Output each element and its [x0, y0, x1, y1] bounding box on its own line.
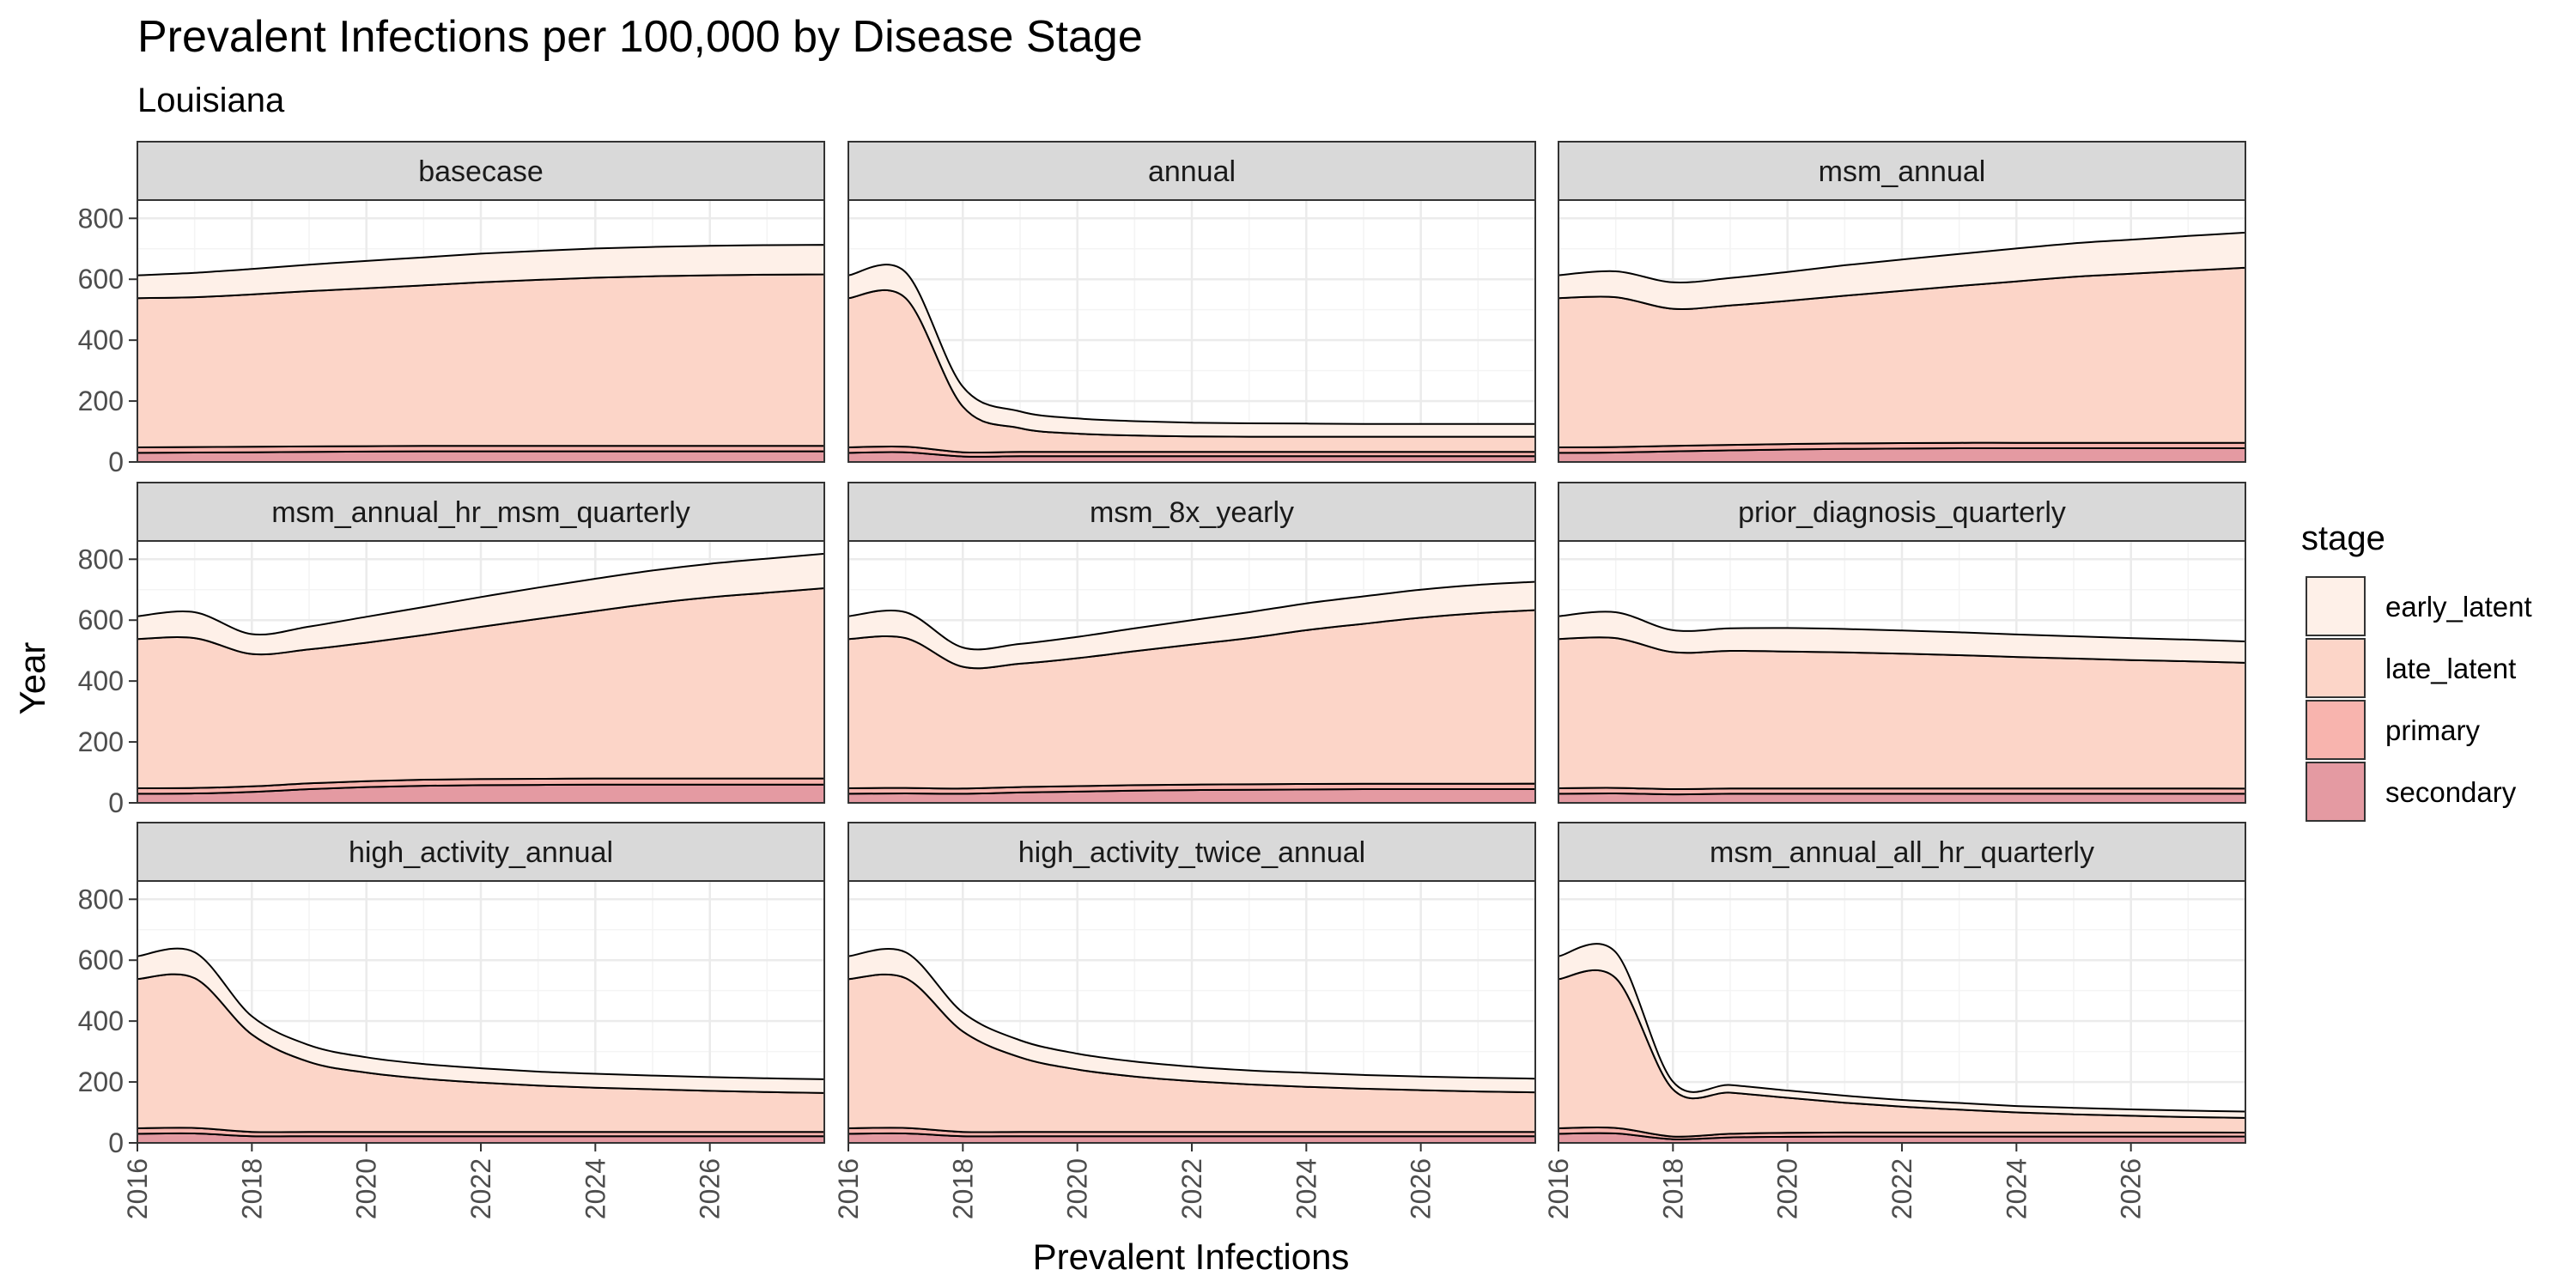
y-tick-label: 800	[78, 203, 124, 234]
chart-title: Prevalent Infections per 100,000 by Dise…	[137, 12, 1143, 62]
facet-panel: prior_diagnosis_quarterly	[1557, 482, 2246, 805]
facet-strip-label: msm_annual	[1819, 155, 1986, 188]
x-tick-label: 2016	[122, 1158, 153, 1219]
legend-key-late-latent	[2306, 638, 2366, 698]
facet-strip-label: high_activity_twice_annual	[1018, 836, 1365, 869]
facet-strip-label: basecase	[418, 155, 544, 188]
facet-panels: basecase annual msm_annual msm_annual_hr_ms…	[136, 141, 2246, 1145]
axes: 0 200 400 600 800 0 200 400 600 800 0 200 400 600 800 2…	[78, 203, 2147, 1219]
facet-panel: high_activity_twice_annual	[847, 822, 1536, 1145]
facet-strip-label: high_activity_annual	[349, 836, 613, 869]
x-tick-label: 2026	[2116, 1158, 2147, 1219]
y-tick-label: 0	[108, 787, 124, 818]
facet-strip-label: msm_annual_hr_msm_quarterly	[271, 496, 690, 529]
y-tick-label: 400	[78, 325, 124, 355]
x-tick-label: 2016	[833, 1158, 864, 1219]
area-late-latent	[137, 273, 825, 448]
y-tick-label: 600	[78, 264, 124, 295]
x-tick-label: 2020	[351, 1158, 382, 1219]
legend-label: primary	[2385, 714, 2481, 746]
facet-strip	[848, 822, 1536, 882]
legend-key-early-latent	[2306, 576, 2366, 636]
chart-subtitle: Louisiana	[137, 82, 285, 119]
legend-title: stage	[2301, 519, 2385, 557]
panel-border	[848, 540, 1536, 804]
x-tick-label: 2020	[1772, 1158, 1803, 1219]
y-tick-label: 600	[78, 605, 124, 635]
panel-border	[1558, 199, 2246, 463]
facet-strip	[1558, 822, 2246, 882]
panel-border	[137, 199, 825, 463]
y-tick-label: 600	[78, 945, 124, 975]
x-tick-label: 2024	[1291, 1158, 1321, 1219]
facet-strip-label: annual	[1148, 155, 1236, 188]
legend-label: early_latent	[2385, 591, 2532, 623]
facet-strip	[137, 482, 825, 542]
x-tick-label: 2022	[1886, 1158, 1917, 1219]
x-tick-label: 2026	[1406, 1158, 1437, 1219]
facet-panel: msm_annual	[1557, 141, 2246, 464]
facet-strip	[848, 482, 1536, 542]
y-tick-label: 400	[78, 665, 124, 696]
legend-key-primary	[2306, 700, 2366, 760]
x-tick-label: 2022	[465, 1158, 496, 1219]
facet-strip	[848, 141, 1536, 201]
y-tick-label: 200	[78, 726, 124, 757]
x-tick-label: 2026	[695, 1158, 726, 1219]
x-tick-label: 2016	[1543, 1158, 1574, 1219]
panel-border	[137, 540, 825, 804]
x-tick-label: 2022	[1176, 1158, 1207, 1219]
facet-panel: msm_8x_yearly	[847, 482, 1536, 805]
y-tick-label: 200	[78, 1066, 124, 1097]
x-tick-label: 2018	[236, 1158, 267, 1219]
facet-panel: msm_annual_all_hr_quarterly	[1557, 822, 2246, 1145]
panel-border	[848, 199, 1536, 463]
x-axis-title: Prevalent Infections	[1033, 1236, 1350, 1277]
x-tick-label: 2024	[580, 1158, 611, 1219]
x-tick-label: 2020	[1062, 1158, 1093, 1219]
panel-border	[1558, 540, 2246, 804]
x-tick-label: 2024	[2001, 1158, 2032, 1219]
y-tick-label: 0	[108, 1127, 124, 1158]
y-tick-label: 200	[78, 386, 124, 416]
facet-strip-label: msm_annual_all_hr_quarterly	[1710, 836, 2094, 869]
y-tick-label: 800	[78, 884, 124, 914]
legend-label: secondary	[2385, 776, 2517, 808]
legend-key-secondary	[2306, 762, 2366, 822]
facet-panel: annual	[847, 141, 1536, 464]
facet-strip-label: msm_8x_yearly	[1090, 496, 1294, 529]
y-axis-title: Year	[12, 642, 52, 715]
legend-label: late_latent	[2385, 653, 2516, 684]
y-tick-label: 400	[78, 1005, 124, 1036]
facet-strip	[137, 141, 825, 201]
x-tick-label: 2018	[1657, 1158, 1688, 1219]
facet-strip-label: prior_diagnosis_quarterly	[1738, 496, 2066, 529]
facet-panel: msm_annual_hr_msm_quarterly	[136, 482, 825, 805]
facet-panel: high_activity_annual	[136, 822, 825, 1145]
x-tick-label: 2018	[947, 1158, 978, 1219]
y-tick-label: 800	[78, 544, 124, 574]
facet-strip	[1558, 482, 2246, 542]
facet-panel: basecase	[136, 141, 825, 464]
y-tick-label: 0	[108, 447, 124, 477]
